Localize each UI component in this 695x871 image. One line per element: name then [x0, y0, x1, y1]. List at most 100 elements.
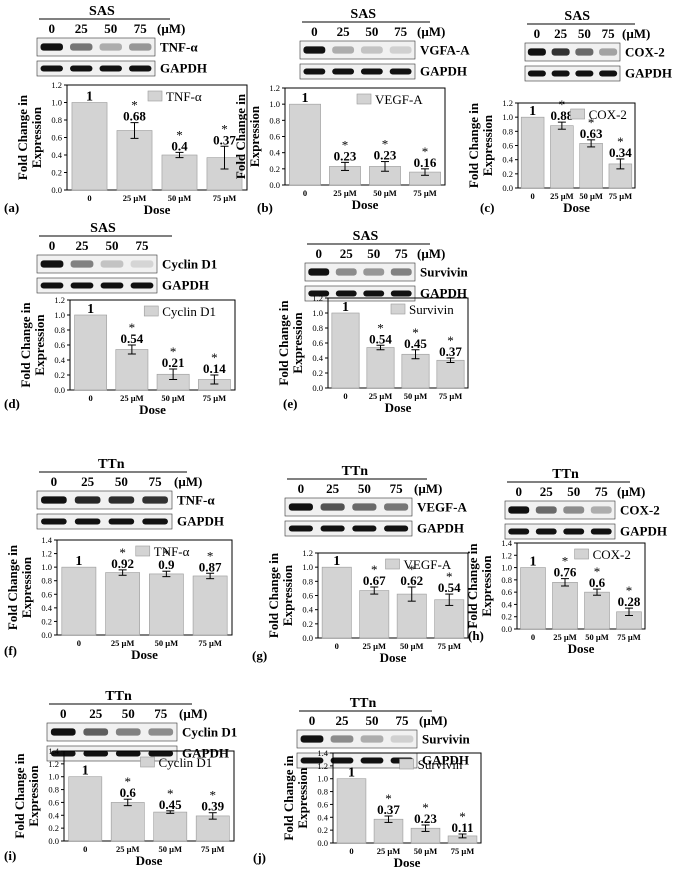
- y-tick-label: 0.2: [269, 164, 280, 174]
- y-tick-label: 0.8: [501, 575, 512, 585]
- bar: [552, 582, 578, 630]
- y-tick-label: 1.2: [269, 83, 280, 93]
- value-label: 0.23: [334, 148, 357, 163]
- y-tick-label: 1.0: [312, 308, 323, 318]
- y-tick-label: 0.4: [51, 150, 62, 160]
- significance-mark: *: [382, 137, 389, 152]
- significance-mark: *: [119, 545, 126, 560]
- blot-band: [100, 260, 124, 268]
- legend-swatch: [147, 90, 163, 102]
- lane-label: 75: [154, 706, 168, 721]
- bar: [68, 776, 103, 842]
- value-label: 0.62: [400, 573, 423, 588]
- blot-band: [74, 496, 101, 504]
- lane-label: 25: [75, 21, 89, 36]
- blot-band: [148, 728, 174, 736]
- x-axis-label: Dose: [144, 202, 171, 217]
- panel-label: (b): [257, 200, 273, 215]
- bar: [520, 116, 545, 189]
- blot-band: [535, 506, 557, 514]
- blot-band: [74, 518, 101, 525]
- legend-label: TNF-α: [154, 544, 190, 559]
- y-tick-label: 0.6: [501, 587, 512, 597]
- lane-label: 0: [49, 21, 56, 36]
- y-tick-label: 0.6: [48, 797, 59, 807]
- x-tick-label: 0: [87, 193, 91, 203]
- y-tick-label: 0.8: [54, 325, 65, 335]
- lane-label: 75: [602, 26, 616, 41]
- lane-label: 25: [89, 706, 103, 721]
- value-label: 1: [82, 764, 89, 779]
- significance-mark: *: [342, 137, 349, 152]
- gapdh-blot: [299, 63, 416, 80]
- blot-band: [83, 750, 109, 757]
- blot-band: [551, 48, 570, 56]
- significance-mark: *: [459, 809, 466, 824]
- cell-line-label: SAS: [353, 229, 379, 244]
- gapdh-blot: [36, 60, 156, 77]
- value-label: 1: [529, 104, 536, 119]
- x-tick-label: 75 μM: [438, 641, 461, 651]
- x-tick-label: 25 μM: [553, 632, 576, 642]
- value-label: 0.28: [618, 594, 641, 609]
- marker-blot-label: TNF-α: [160, 40, 198, 55]
- lane-label: 50: [122, 706, 135, 721]
- blot-band: [563, 506, 585, 514]
- lane-label: 0: [60, 706, 67, 721]
- cell-line-label: TTn: [105, 689, 132, 704]
- value-label: 0.6: [120, 785, 137, 800]
- value-label: 0.68: [123, 109, 146, 124]
- lane-label: 0: [534, 26, 541, 41]
- panel-label: (j): [253, 850, 266, 865]
- lane-label: 0: [309, 713, 316, 728]
- panel-label: (d): [4, 396, 20, 411]
- unit-label: (μM): [617, 484, 645, 499]
- legend-swatch: [356, 93, 372, 105]
- y-tick-label: 0.0: [269, 180, 280, 190]
- plot-frame: [63, 750, 235, 842]
- x-tick-label: 75 μM: [413, 188, 436, 198]
- x-tick-label: 0: [335, 641, 339, 651]
- cell-line-label: SAS: [564, 9, 590, 24]
- x-tick-label: 25 μM: [116, 844, 139, 854]
- bar: [61, 566, 97, 636]
- blot-band: [389, 46, 412, 54]
- blot-band: [390, 290, 412, 297]
- lane-label: 0: [49, 238, 56, 253]
- significance-mark: *: [129, 320, 136, 335]
- legend-label: Survivin: [418, 757, 463, 772]
- lane-label: 25: [337, 24, 351, 39]
- value-label: 0.88: [551, 108, 574, 123]
- x-tick-label: 25 μM: [550, 191, 573, 201]
- x-axis-label: Dose: [136, 853, 163, 868]
- gapdh-blot: [284, 520, 413, 537]
- significance-mark: *: [163, 546, 170, 561]
- blot-band: [70, 282, 94, 289]
- unit-label: (μM): [417, 24, 445, 39]
- blot-band: [300, 735, 324, 743]
- x-tick-label: 50 μM: [159, 844, 182, 854]
- x-tick-label: 0: [303, 188, 307, 198]
- y-axis-label: Fold Change inExpression: [276, 300, 305, 386]
- y-tick-label: 0.4: [41, 603, 52, 613]
- y-tick-label: 0.8: [41, 576, 52, 586]
- y-tick-label: 0.0: [54, 385, 65, 395]
- blot-band: [320, 503, 345, 511]
- bar: [71, 102, 108, 191]
- blot-band: [115, 750, 141, 757]
- plot-frame: [516, 542, 646, 630]
- x-tick-label: 75 μM: [201, 844, 224, 854]
- blot-band: [599, 70, 618, 77]
- blot-band: [575, 48, 594, 56]
- marker-blot: [296, 729, 418, 749]
- lane-label: 50: [358, 481, 371, 496]
- marker-blot: [304, 262, 416, 282]
- y-axis-label: Fold Change inExpression: [5, 544, 34, 630]
- legend-swatch: [390, 303, 406, 315]
- blot-band: [40, 65, 63, 72]
- x-tick-label: 75 μM: [609, 191, 632, 201]
- y-tick-label: 0.8: [312, 323, 323, 333]
- x-tick-label: 50 μM: [168, 193, 191, 203]
- panel-e: SAS 0 25 50 75 (μM) Survivin GAPDH 0.0 0.2 0.4 0.6 0…: [276, 229, 469, 415]
